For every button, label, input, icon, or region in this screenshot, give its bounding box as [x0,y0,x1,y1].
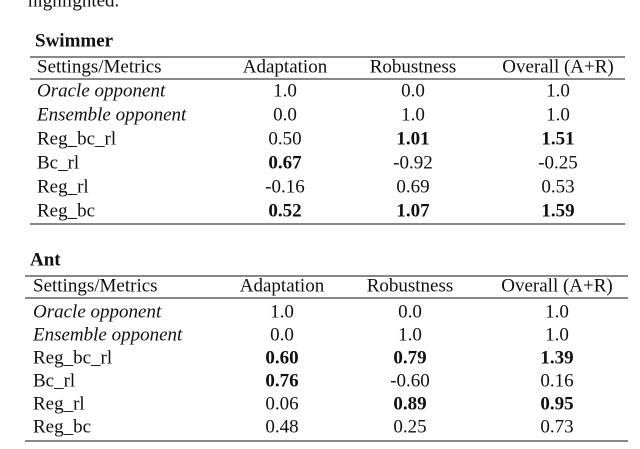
cell: 0.48 [265,416,298,437]
cell: -0.60 [390,370,430,391]
row-label: Reg_rl [37,176,89,197]
cell: 1.0 [270,301,294,322]
cell: 0.79 [393,347,426,368]
cell: 0.95 [540,393,573,414]
cell: Overall (A+R) [501,275,613,296]
cell: 0.06 [265,393,298,414]
cell: 1.07 [396,200,430,221]
cell: Adaptation [240,275,325,296]
cell: Overall (A+R) [502,56,614,77]
cell: 0.89 [393,393,426,414]
cell: 0.73 [540,416,573,437]
cell: 1.39 [540,347,573,368]
cell: 1.01 [396,128,429,149]
cell: 1.0 [546,80,570,101]
intro-text: highlighted. [28,0,119,11]
row-label: Ensemble opponent [36,104,187,125]
cell: 1.59 [541,200,574,221]
row-label: Reg_bc_rl [33,347,112,368]
cell: Adaptation [243,56,328,77]
cell: 1.0 [546,104,570,125]
row-label: Ensemble opponent [32,324,183,345]
cell: 0.25 [393,416,426,437]
cell: -0.92 [393,152,433,173]
row-label: Reg_bc_rl [37,128,116,149]
row-label: Bc_rl [37,152,79,173]
cell: 0.76 [265,370,298,391]
cell: 0.0 [270,324,294,345]
cell: -0.16 [265,176,305,197]
table-title: Ant [30,249,61,270]
cell: 1.0 [545,324,569,345]
row-label: Settings/Metrics [37,56,162,77]
row-label: Settings/Metrics [33,275,158,296]
cell: 0.60 [265,347,298,368]
row-label: Reg_bc [33,416,91,437]
cell: 1.0 [545,301,569,322]
row-label: Reg_rl [33,393,85,414]
cell: Robustness [367,275,454,296]
cell: 0.52 [268,200,301,221]
cell: 0.0 [398,301,422,322]
cell: 0.16 [540,370,573,391]
row-label: Oracle opponent [33,301,162,322]
cell: 0.0 [401,80,425,101]
cell: -0.25 [538,152,578,173]
cell: 0.69 [396,176,429,197]
cell: Robustness [370,56,457,77]
cell: 1.0 [273,80,297,101]
cell: 1.0 [398,324,422,345]
cell: 0.50 [268,128,301,149]
cell: 0.67 [268,152,302,173]
table-title: Swimmer [35,30,114,51]
cell: 0.53 [541,176,574,197]
cell: 1.0 [401,104,425,125]
row-label: Reg_bc [37,200,95,221]
row-label: Oracle opponent [37,80,166,101]
row-label: Bc_rl [33,370,75,391]
cell: 0.0 [273,104,297,125]
cell: 1.51 [541,128,574,149]
